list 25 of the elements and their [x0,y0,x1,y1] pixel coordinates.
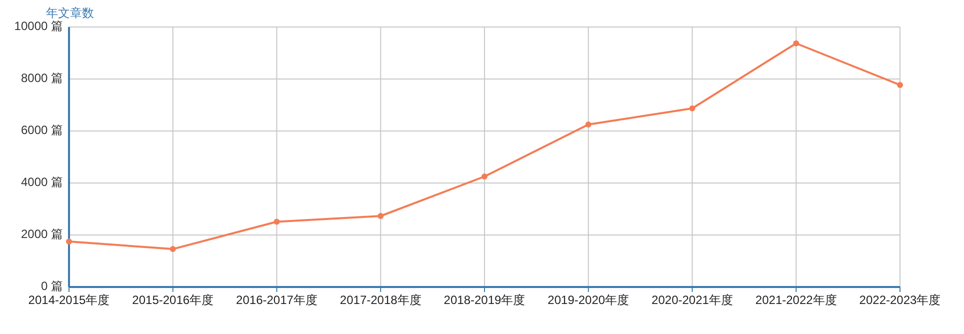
y-tick-label: 0 篇 [40,279,63,294]
point [170,246,176,252]
point [482,174,488,180]
x-tick-label: 2015-2016年度 [132,293,214,307]
x-tick-label: 2021-2022年度 [755,293,837,307]
x-tick-label: 2017-2018年度 [340,293,422,307]
y-tick-label: 2000 篇 [20,227,63,242]
x-tick-label: 2016-2017年度 [236,293,318,307]
x-tick-label: 2020-2021年度 [652,293,733,307]
y-tick-label: 4000 篇 [20,175,63,190]
x-tick-label: 2019-2020年度 [548,293,630,307]
y-tick-label: 6000 篇 [20,123,63,138]
point [585,122,592,128]
point [897,82,903,88]
point [274,218,280,225]
y-tick-label: 8000 篇 [20,71,63,86]
y-tick-label: 10000 篇 [14,19,63,34]
point [793,40,800,46]
point [689,105,696,112]
x-tick-label: 2014-2015年度 [28,293,110,307]
y-axis-title: 年文章数 [46,6,94,20]
x-tick-label: 2018-2019年度 [444,293,526,307]
point [66,238,72,244]
x-tick-label: 2022-2023年度 [859,293,941,307]
point [378,213,384,220]
